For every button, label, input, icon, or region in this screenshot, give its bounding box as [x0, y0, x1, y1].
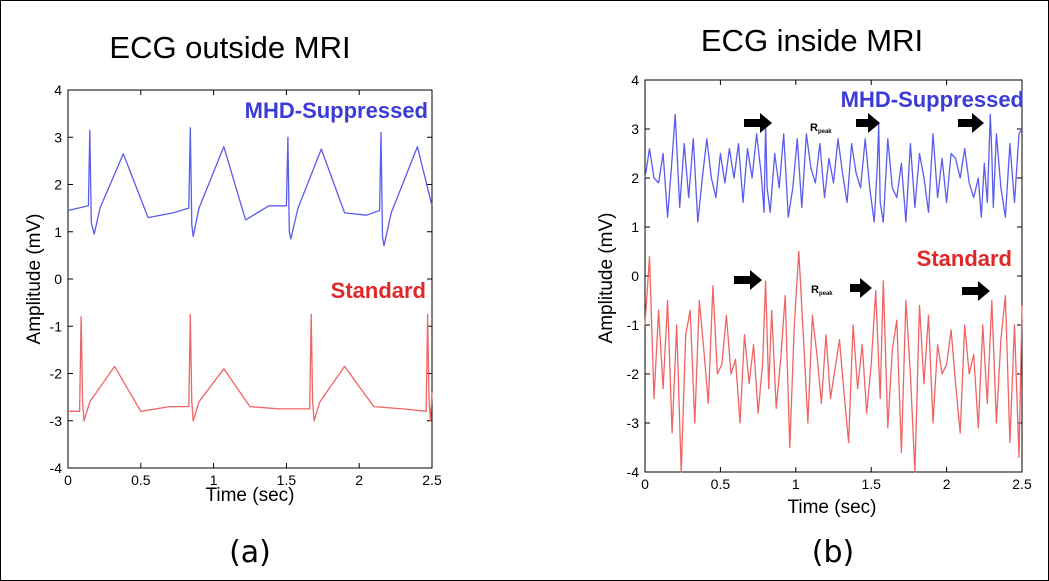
- y-tick-label: 2: [631, 170, 639, 186]
- panel-b-title: ECG inside MRI: [701, 23, 923, 58]
- x-tick-label: 2: [355, 472, 363, 488]
- x-tick-label: 0: [64, 472, 72, 488]
- y-tick-label: 4: [631, 72, 639, 88]
- panel-a-x-ticks: 0 0.5 1 1.5 2 2.5: [64, 90, 442, 488]
- x-tick-label: 0: [641, 476, 649, 492]
- y-tick-label: 0: [54, 271, 62, 287]
- y-tick-label: 1: [54, 224, 62, 240]
- arrow-icon: [962, 281, 990, 301]
- panel-b-x-axis-label: Time (sec): [787, 497, 876, 518]
- panel-b-y-ticks: -4 -3 -2 -1 0 1 2 3 4: [627, 72, 1022, 480]
- rpeak-label-top: Rpeak: [810, 122, 832, 135]
- y-tick-label: -2: [627, 366, 640, 382]
- y-tick-label: 3: [631, 121, 639, 137]
- arrow-icon: [856, 113, 880, 133]
- x-tick-label: 1: [210, 472, 218, 488]
- x-tick-label: 0.5: [131, 472, 151, 488]
- y-tick-label: 2: [54, 177, 62, 193]
- series-line-standard: [644, 250, 1023, 473]
- panel-b-x-ticks: 0 0.5 1 1.5 2 2.5: [641, 80, 1032, 492]
- panel-a-legend-standard: Standard: [331, 278, 426, 303]
- y-tick-label: -1: [50, 318, 63, 334]
- panel-a-series: [67, 127, 433, 422]
- panel-b-label: (b): [812, 535, 854, 570]
- y-tick-label: -3: [627, 415, 640, 431]
- y-tick-label: 3: [54, 129, 62, 145]
- series-line-mhd-suppressed: [67, 127, 433, 247]
- panel-b-y-axis-label: Amplitude (mV): [596, 213, 617, 344]
- arrow-icon: [850, 278, 872, 298]
- panel-a-y-ticks: -4 -3 -2 -1 0 1 2 3 4: [50, 82, 432, 476]
- panel-b-plot-area: [644, 79, 1023, 473]
- panel-a-x-axis-label: Time (sec): [205, 485, 294, 506]
- arrow-icon: [958, 113, 984, 133]
- y-tick-label: -4: [50, 460, 63, 476]
- panel-b: ECG inside MRI -4 -3 -2 -1 0 1 2 3 4 0 0.5 1 1.5 2 2.…: [596, 23, 1032, 570]
- panel-b-legend-standard: Standard: [917, 246, 1012, 271]
- arrow-icon: [734, 270, 762, 290]
- panel-b-legend-suppressed: MHD-Suppressed: [841, 87, 1024, 112]
- panel-a: ECG outside MRI -4 -3 -2 -1 0 1 2 3 4 0 0.5 1 1.5 2 2…: [24, 30, 442, 570]
- panel-b-series: [644, 113, 1023, 473]
- arrow-icon: [744, 113, 772, 133]
- x-tick-label: 2.5: [1012, 476, 1032, 492]
- y-tick-label: -2: [50, 366, 63, 382]
- y-tick-label: -3: [50, 413, 63, 429]
- x-tick-label: 1.5: [861, 476, 881, 492]
- series-line-standard: [68, 313, 433, 422]
- x-tick-label: 2: [943, 476, 951, 492]
- y-tick-label: 1: [631, 219, 639, 235]
- panel-a-y-axis-label: Amplitude (mV): [24, 214, 45, 345]
- y-tick-label: 4: [54, 82, 62, 98]
- x-tick-label: 1.5: [277, 472, 297, 488]
- series-line-mhd-suppressed: [644, 113, 1023, 223]
- x-tick-label: 0.5: [711, 476, 731, 492]
- y-tick-label: 0: [631, 268, 639, 284]
- x-tick-label: 1: [792, 476, 800, 492]
- x-tick-label: 2.5: [422, 472, 442, 488]
- rpeak-label-bottom: Rpeak: [811, 284, 833, 297]
- y-tick-label: -4: [627, 464, 640, 480]
- panel-a-legend-suppressed: MHD-Suppressed: [245, 98, 428, 123]
- y-tick-label: -1: [627, 317, 640, 333]
- panel-a-title: ECG outside MRI: [109, 30, 350, 65]
- panel-a-label: (a): [229, 535, 271, 570]
